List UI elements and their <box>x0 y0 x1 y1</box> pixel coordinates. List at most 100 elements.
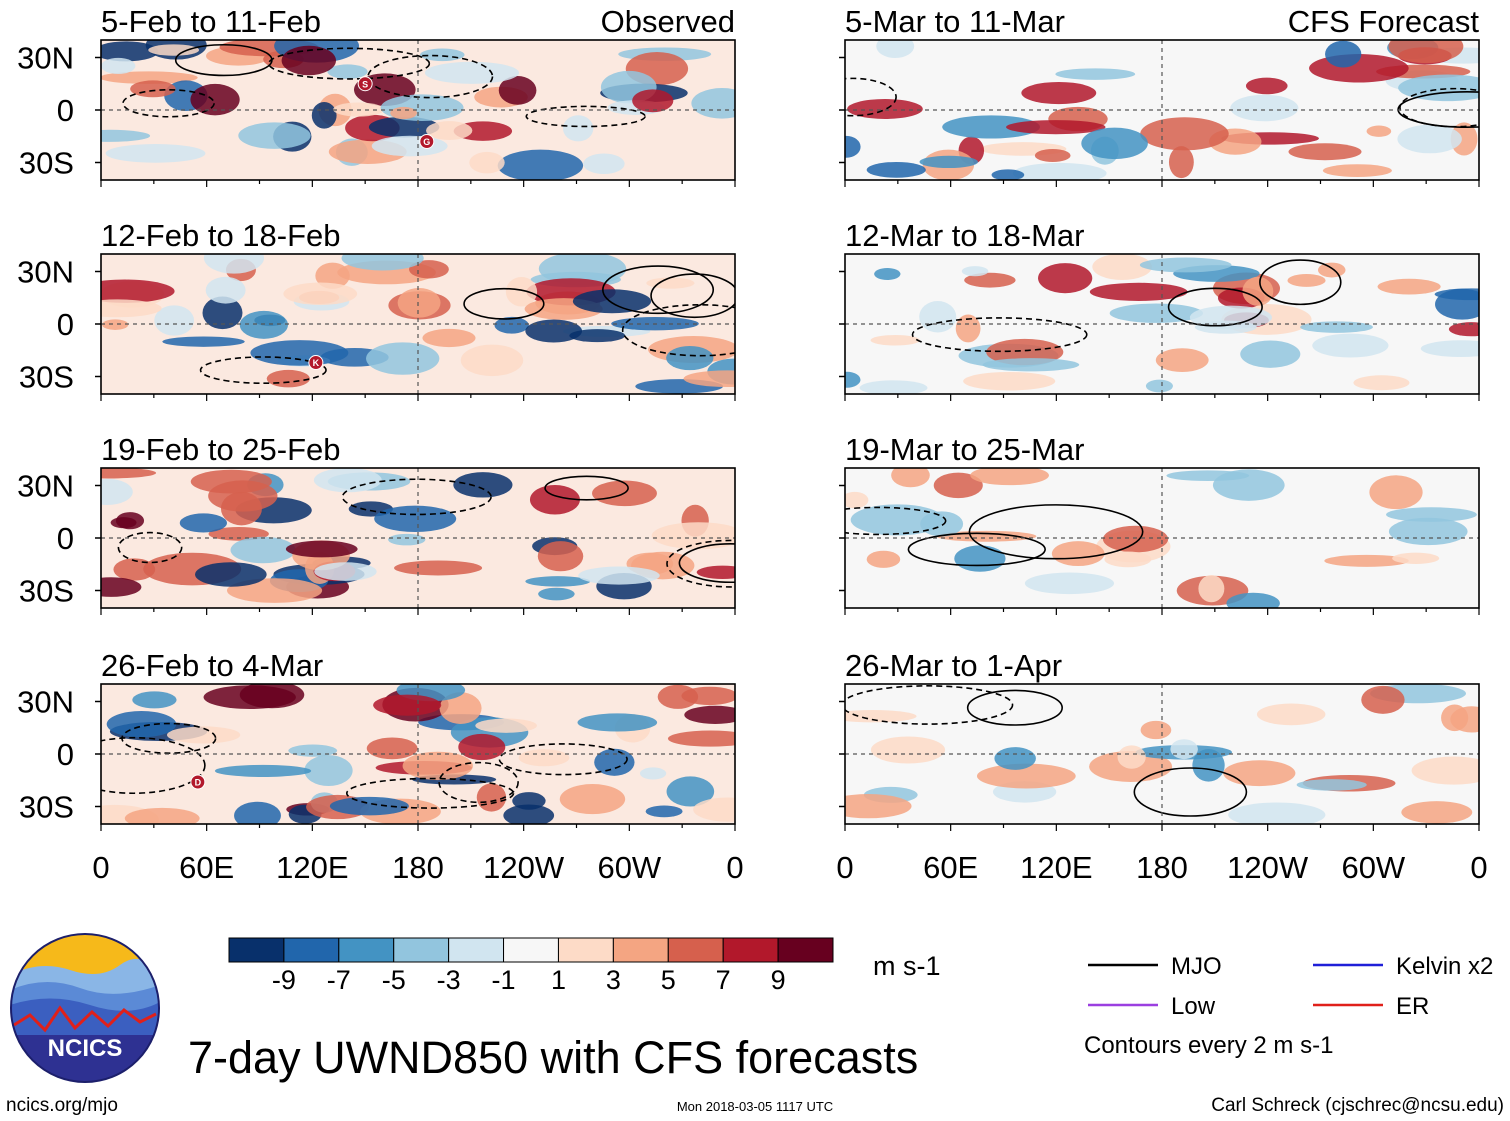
anomaly-cell <box>632 89 674 113</box>
anomaly-cell <box>329 796 409 816</box>
anomaly-cell <box>955 314 981 343</box>
anomaly-cell <box>113 558 156 581</box>
anomaly-cell <box>691 88 735 119</box>
anomaly-cell <box>577 713 658 732</box>
anomaly-cell <box>1300 321 1373 333</box>
anomaly-cell <box>494 316 529 334</box>
panel-title: 12-Mar to 18-Mar <box>845 218 1084 253</box>
anomaly-cell <box>203 685 296 710</box>
anomaly-cell <box>920 511 964 537</box>
lat-label: 30N <box>17 685 74 720</box>
anomaly-cell <box>572 289 652 314</box>
lon-label: 60W <box>597 850 661 885</box>
colorbar-segment <box>667 937 724 963</box>
anomaly-cell <box>390 106 418 120</box>
lon-label: 180 <box>1136 850 1188 885</box>
lon-label: 120W <box>483 850 565 885</box>
anomaly-cell <box>458 733 506 761</box>
anomaly-cell <box>1228 802 1326 824</box>
wind-field <box>101 684 735 824</box>
anomaly-cell <box>208 526 269 541</box>
colorbar-label: 7 <box>716 965 731 995</box>
lon-label: 0 <box>726 850 743 885</box>
anomaly-cell <box>397 287 441 318</box>
author-credit: Carl Schreck (cjschrec@ncsu.edu) <box>1211 1095 1504 1116</box>
anomaly-cell <box>1386 507 1477 522</box>
anomaly-cell <box>646 277 695 289</box>
anomaly-cell <box>101 57 136 75</box>
panel-6: 19-Mar to 25-Mar <box>839 432 1480 615</box>
wind-field <box>101 468 735 608</box>
panel-title: 5-Feb to 11-Feb <box>101 4 321 39</box>
anomaly-cell <box>380 94 464 122</box>
anomaly-cell <box>341 254 424 271</box>
anomaly-cell <box>559 784 626 815</box>
anomaly-cell <box>101 41 159 62</box>
storm-marker: S <box>357 76 373 92</box>
anomaly-cell <box>388 533 426 546</box>
anomaly-cell <box>327 64 368 79</box>
anomaly-cell <box>525 319 583 343</box>
anomaly-cell <box>1420 340 1479 358</box>
anomaly-cell <box>1392 552 1440 564</box>
anomaly-cell <box>1140 720 1172 740</box>
logo-text: NCICS <box>48 1035 123 1062</box>
anomaly-cell <box>476 783 507 812</box>
anomaly-cell <box>891 468 930 488</box>
anomaly-cell <box>124 807 200 824</box>
anomaly-cell <box>1245 77 1288 95</box>
mjo-contour <box>968 504 1144 560</box>
website-link[interactable]: ncics.org/mjo <box>6 1095 118 1116</box>
anomaly-cell <box>876 40 915 58</box>
legend: MJO Kelvin x2 Low ER <box>1088 953 1493 1020</box>
anomaly-cell <box>866 161 926 178</box>
mjo-contour <box>199 356 327 385</box>
anomaly-cell <box>1377 278 1441 295</box>
anomaly-cell <box>1194 320 1257 334</box>
legend-label: MJO <box>1171 953 1222 980</box>
anomaly-cell <box>132 691 177 709</box>
anomaly-cell <box>866 550 901 568</box>
lon-axis: 0 60E 120E 180 120W 60W 0 0 60E 120E 180 120W 60W 0 <box>92 850 1487 885</box>
colorbar-label: 1 <box>551 965 566 995</box>
lon-label: 60E <box>179 850 234 885</box>
mjo-contour <box>845 506 947 536</box>
lat-label: 30S <box>19 574 74 609</box>
anomaly-cell <box>1398 74 1479 102</box>
anomaly-cell <box>1256 703 1326 726</box>
anomaly-cell <box>101 129 151 142</box>
anomaly-cell <box>683 370 735 388</box>
anomaly-cell <box>453 472 513 498</box>
anomaly-cell <box>681 686 735 706</box>
anomaly-cell <box>1021 81 1097 105</box>
anomaly-cell <box>315 262 350 289</box>
anomaly-cell <box>994 747 1036 770</box>
legend-label: Kelvin x2 <box>1396 953 1493 980</box>
mjo-contour <box>174 43 273 77</box>
colorbar-label: 9 <box>771 965 786 995</box>
anomaly-cell <box>366 737 418 760</box>
lon-label: 120E <box>276 850 348 885</box>
lat-label: 30S <box>19 146 74 181</box>
lat-label: 30S <box>19 360 74 395</box>
anomaly-cell <box>1369 475 1423 510</box>
storm-marker: D <box>190 774 206 790</box>
mjo-contour <box>498 743 628 776</box>
lon-label: 120E <box>1020 850 1092 885</box>
mjo-contour <box>966 689 1063 726</box>
anomaly-cell <box>1012 162 1107 180</box>
anomaly-cell <box>179 513 228 533</box>
anomaly-cell <box>304 755 353 787</box>
panel-tag: Observed <box>601 4 735 39</box>
anomaly-cell <box>408 260 449 279</box>
anomaly-cell <box>639 767 667 780</box>
anomaly-cell <box>1288 143 1362 161</box>
colorbar-label: -3 <box>437 965 461 995</box>
anomaly-cell <box>1242 276 1274 306</box>
anomaly-cell <box>1226 592 1280 608</box>
anomaly-cell <box>538 587 575 601</box>
units-label: m s-1 <box>873 951 941 981</box>
lon-label: 60E <box>923 850 978 885</box>
anomaly-cell <box>845 491 869 509</box>
anomaly-cell <box>311 102 337 129</box>
